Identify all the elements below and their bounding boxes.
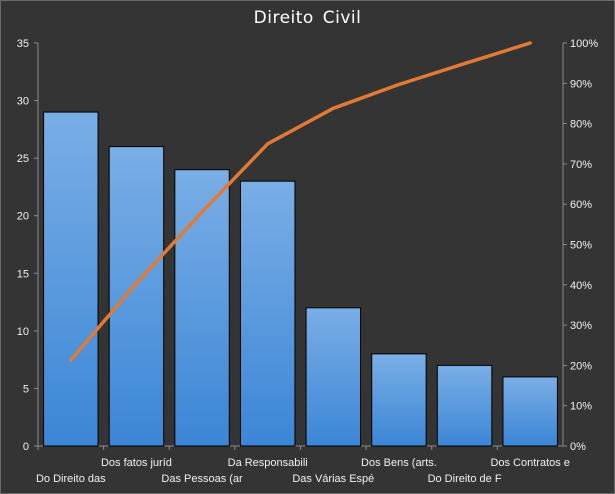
y-right-tick-label: 60%	[570, 199, 592, 211]
y-right-tick-label: 20%	[570, 360, 592, 372]
x-tick-label: Dos Contratos e	[490, 457, 569, 469]
y-left-tick-label: 15	[17, 268, 29, 280]
y-left-tick-label: 5	[23, 383, 29, 395]
x-tick-label: Da Responsabili	[228, 457, 308, 469]
x-tick-label: Das Várias Espé	[292, 473, 374, 485]
bar	[108, 146, 165, 447]
y-right-tick-label: 30%	[570, 320, 592, 332]
x-tick-label: Do Direito de F	[428, 473, 502, 485]
y-right-tick-label: 40%	[570, 280, 592, 292]
chart-title: Direito Civil	[253, 8, 362, 28]
y-right-tick-label: 0%	[570, 441, 586, 453]
bar	[43, 111, 99, 447]
y-left-tick-label: 35	[17, 38, 29, 50]
x-tick-label: Das Pessoas (ar	[161, 473, 243, 485]
y-right-tick-label: 90%	[570, 78, 592, 90]
y-left-tick-label: 0	[23, 441, 29, 453]
y-left-tick-label: 20	[17, 211, 29, 223]
bar	[436, 364, 493, 447]
y-left-tick-label: 25	[17, 153, 29, 165]
bar	[371, 353, 427, 447]
y-right-tick-label: 70%	[570, 159, 592, 171]
bar	[305, 307, 362, 447]
x-tick-label: Dos fatos juríd	[101, 457, 172, 469]
y-right-tick-label: 10%	[570, 401, 592, 413]
y-right-tick-label: 100%	[570, 38, 598, 50]
bar	[502, 376, 558, 447]
x-tick-label: Dos Bens (arts.	[361, 457, 437, 469]
y-right-tick-label: 50%	[570, 240, 592, 252]
bar	[239, 180, 296, 447]
y-left-tick-label: 10	[17, 326, 29, 338]
y-left-tick-label: 30	[17, 96, 29, 108]
bar	[174, 169, 230, 447]
cumulative-percentage-line	[69, 41, 532, 362]
y-right-tick-label: 80%	[570, 119, 592, 131]
x-tick-label: Do Direito das	[36, 473, 106, 485]
